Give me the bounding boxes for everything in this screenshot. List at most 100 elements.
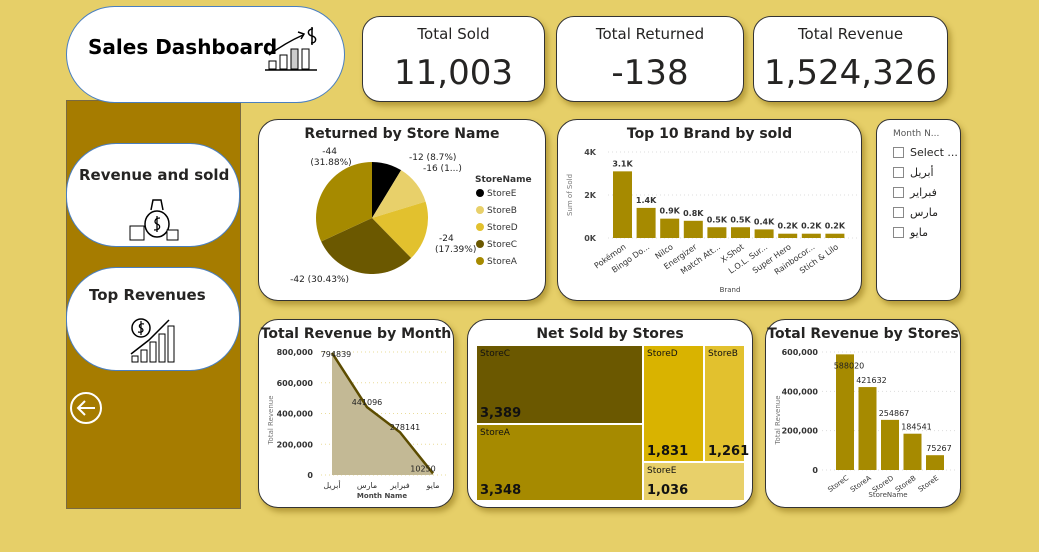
x-axis-title: Brand bbox=[720, 286, 741, 294]
slicer-item-label: مايو bbox=[910, 226, 928, 239]
pie-slice bbox=[316, 162, 372, 242]
x-axis-title: StoreName bbox=[868, 491, 907, 499]
bar bbox=[903, 433, 922, 470]
nav-label: Top Revenues bbox=[89, 286, 206, 304]
legend-entry: StoreB bbox=[487, 206, 517, 216]
slicer-item[interactable]: أبريل bbox=[893, 166, 934, 179]
bar bbox=[660, 218, 680, 238]
treemap-tile: StoreE 1,036 bbox=[644, 463, 744, 500]
checkbox[interactable] bbox=[893, 227, 904, 238]
tile-value: 1,036 bbox=[647, 483, 689, 498]
y-tick-label: 400,000 bbox=[277, 410, 314, 419]
checkbox[interactable] bbox=[893, 207, 904, 218]
bar-data-label: 588020 bbox=[834, 361, 865, 370]
chart-title: Top 10 Brand by sold bbox=[626, 126, 793, 142]
x-tick-label: فبراير bbox=[389, 481, 410, 490]
y-tick-label: 800,000 bbox=[277, 348, 314, 357]
area-fill bbox=[332, 352, 433, 475]
y-tick-label: 200,000 bbox=[277, 440, 314, 449]
tile-label: StoreD bbox=[647, 349, 678, 359]
legend-marker bbox=[476, 240, 484, 248]
slicer-item[interactable]: Select ... bbox=[893, 146, 958, 159]
pie-chart: -12 (8.7%) StoreE -16 (1...) StoreB -24 (17.… bbox=[290, 147, 532, 285]
kpi-value: 11,003 bbox=[394, 53, 513, 93]
bar bbox=[636, 207, 656, 238]
bar bbox=[613, 171, 632, 238]
slicer-item[interactable]: فبراير bbox=[893, 186, 937, 199]
bar-data-label: 1.4K bbox=[636, 196, 657, 205]
checkbox[interactable] bbox=[893, 147, 904, 158]
y-tick-label: 600,000 bbox=[277, 379, 314, 388]
x-tick-label: مايو bbox=[425, 481, 439, 490]
month-slicer: Month N... Select ... أبريل فبراير مارس مايو bbox=[876, 119, 961, 301]
chart-title: Total Revenue by Month bbox=[260, 326, 452, 342]
bar-data-label: 0.5K bbox=[707, 215, 728, 224]
slicer-title: Month N... bbox=[893, 129, 940, 139]
legend-title: StoreName bbox=[475, 175, 532, 185]
chart-title: Total Revenue by Stores bbox=[767, 326, 959, 342]
pie-slice bbox=[372, 170, 426, 218]
tile-label: StoreB bbox=[708, 349, 738, 359]
x-tick-label: أبريل bbox=[323, 480, 340, 490]
bar bbox=[683, 220, 703, 238]
data-label: 441096 bbox=[352, 398, 383, 407]
page-title: Sales Dashboard bbox=[88, 35, 278, 59]
tile-value: 1,831 bbox=[647, 444, 689, 459]
revenue-month-area-chart: 0 200,000 400,000 600,000 800,000 794839 أبريل… bbox=[267, 348, 449, 500]
data-label: 794839 bbox=[321, 350, 352, 359]
pie-data-label: -24 (17.39%) bbox=[435, 234, 476, 255]
y-tick-label: 200,000 bbox=[782, 427, 819, 436]
slicer-item[interactable]: مايو bbox=[893, 226, 928, 239]
treemap-card: Net Sold by Stores StoreC 3,389 StoreA 3,34… bbox=[467, 319, 753, 508]
slicer-item-label: مارس bbox=[910, 206, 938, 219]
bar bbox=[754, 229, 774, 238]
tile-label: StoreA bbox=[480, 428, 510, 438]
data-label: 10250 bbox=[410, 464, 435, 473]
bar-data-label: 0.2K bbox=[801, 222, 822, 231]
bar bbox=[801, 233, 821, 238]
pie-slice bbox=[321, 218, 412, 274]
chart-title: Net Sold by Stores bbox=[536, 326, 684, 342]
nav-top-revenues-button[interactable]: Top Revenues bbox=[66, 267, 240, 371]
pie-data-label: -16 (1...) bbox=[423, 164, 462, 174]
revenue-stores-bar-chart: 0 200,000 400,000 600,000 588020 StoreC 421632… bbox=[774, 348, 956, 499]
pie-data-label: -44 (31.88%) bbox=[310, 147, 351, 168]
pie-slice bbox=[372, 162, 402, 218]
nav-label: Revenue and sold bbox=[79, 166, 230, 184]
bar-data-label: 3.1K bbox=[612, 159, 633, 168]
bar bbox=[836, 354, 854, 470]
tile-value: 3,348 bbox=[480, 483, 522, 498]
slicer-item-label: فبراير bbox=[910, 186, 937, 199]
nav-revenue-and-sold-button[interactable]: Revenue and sold bbox=[66, 143, 240, 247]
pie-data-label: -12 (8.7%) bbox=[409, 153, 456, 163]
treemap-tile: StoreD 1,831 bbox=[644, 346, 703, 461]
x-tick-label: مارس bbox=[357, 481, 377, 490]
legend-entry: StoreC bbox=[487, 240, 517, 250]
bar-data-label: 0.9K bbox=[660, 207, 681, 216]
chart-growth-dollar-icon bbox=[265, 27, 317, 71]
bar bbox=[707, 227, 727, 238]
checkbox[interactable] bbox=[893, 167, 904, 178]
tile-label: StoreE bbox=[647, 466, 677, 476]
y-tick-label: 0K bbox=[584, 234, 597, 243]
bar-data-label: 0.4K bbox=[754, 217, 775, 226]
brand-bar-card: Top 10 Brand by sold 0K 2K 4K 3.1K Pokémon 1.… bbox=[557, 119, 862, 301]
kpi-label: Total Sold bbox=[417, 25, 490, 43]
tile-label: StoreC bbox=[480, 349, 511, 359]
checkbox[interactable] bbox=[893, 187, 904, 198]
legend-marker bbox=[476, 223, 484, 231]
bar bbox=[825, 233, 845, 238]
slicer-item[interactable]: مارس bbox=[893, 206, 938, 219]
kpi-total-revenue: Total Revenue 1,524,326 bbox=[753, 16, 948, 102]
bar-data-label: 421632 bbox=[856, 376, 887, 385]
y-axis-title: Total Revenue bbox=[774, 395, 782, 445]
back-arrow-icon[interactable] bbox=[69, 391, 103, 425]
series-line bbox=[330, 352, 434, 475]
x-tick-label: StoreE bbox=[917, 474, 940, 494]
revenue-stores-card: Total Revenue by Stores 0 200,000 400,000 6… bbox=[765, 319, 961, 508]
legend-entry: StoreA bbox=[487, 257, 518, 267]
bar bbox=[926, 455, 944, 470]
bar-data-label: 0.2K bbox=[778, 222, 799, 231]
legend-entry: StoreD bbox=[487, 223, 518, 233]
